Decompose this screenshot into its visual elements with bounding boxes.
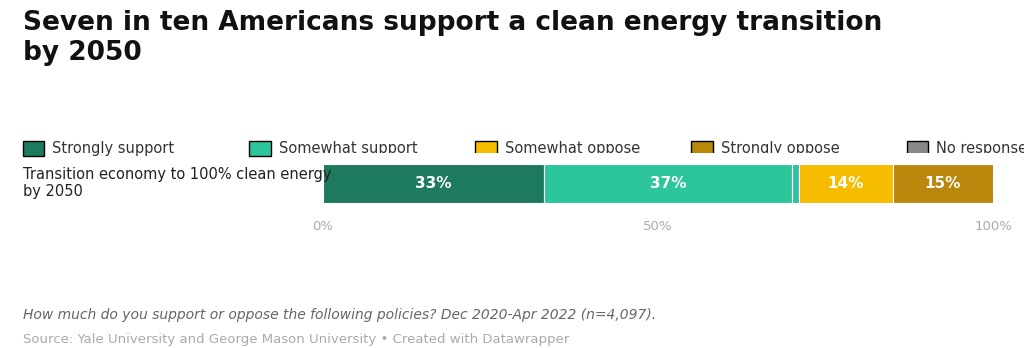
- FancyBboxPatch shape: [23, 141, 44, 156]
- Text: Transition economy to 100% clean energy
by 2050: Transition economy to 100% clean energy …: [23, 166, 331, 199]
- Text: No response: No response: [936, 141, 1024, 156]
- Text: 14%: 14%: [827, 176, 864, 191]
- Text: 37%: 37%: [650, 176, 686, 191]
- Text: Seven in ten Americans support a clean energy transition
by 2050: Seven in ten Americans support a clean e…: [23, 10, 882, 66]
- Bar: [799, 164, 893, 203]
- Bar: [793, 164, 799, 203]
- Text: Somewhat support: Somewhat support: [279, 141, 418, 156]
- Bar: [323, 164, 544, 203]
- Bar: [893, 164, 993, 203]
- Text: Source: Yale University and George Mason University • Created with Datawrapper: Source: Yale University and George Mason…: [23, 333, 568, 346]
- Text: Strongly oppose: Strongly oppose: [721, 141, 840, 156]
- FancyBboxPatch shape: [249, 141, 270, 156]
- FancyBboxPatch shape: [906, 141, 929, 156]
- Text: 15%: 15%: [925, 176, 962, 191]
- Text: How much do you support or oppose the following policies? Dec 2020-Apr 2022 (n=4: How much do you support or oppose the fo…: [23, 308, 655, 322]
- FancyBboxPatch shape: [475, 141, 498, 156]
- Text: Somewhat oppose: Somewhat oppose: [505, 141, 641, 156]
- Text: 33%: 33%: [415, 176, 452, 191]
- Bar: [544, 164, 793, 203]
- Text: Strongly support: Strongly support: [52, 141, 174, 156]
- FancyBboxPatch shape: [691, 141, 713, 156]
